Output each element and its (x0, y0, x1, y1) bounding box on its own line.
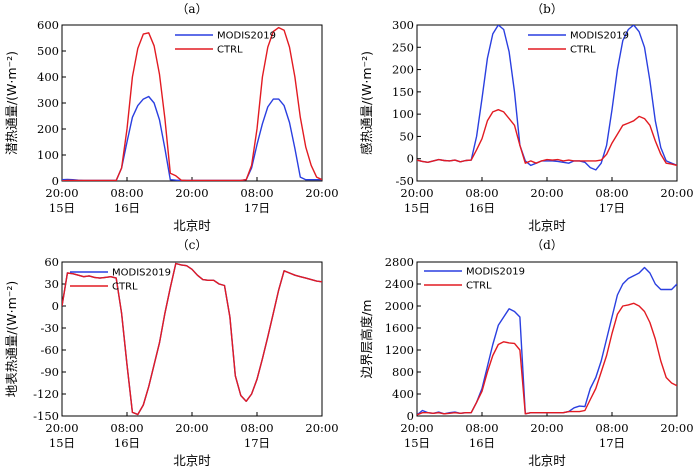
y-tick-label: 100 (37, 148, 59, 162)
x-day-label: 17日 (599, 436, 625, 450)
panel-3: （d） 0 400 800 1200 1600 2000 2400 2800 20:00 08:00… (359, 238, 694, 468)
y-tick-label: 300 (392, 18, 414, 32)
x-day-label: 17日 (599, 201, 625, 215)
x-tick-label: 08:00 (240, 421, 273, 435)
x-tick-label: 20:00 (530, 421, 563, 435)
y-tick-label: 100 (392, 107, 414, 121)
panel-label: （a） (176, 2, 207, 16)
x-tick-label: 08:00 (465, 421, 498, 435)
x-tick-label: 08:00 (110, 186, 143, 200)
legend-entry: MODIS2019 (466, 267, 525, 278)
series-line-ctrl (62, 262, 322, 416)
y-tick-label: 0 (407, 409, 414, 423)
y-tick-label: -60 (40, 343, 59, 357)
y-axis-title: 边界层高度/m (359, 300, 374, 379)
panel-label: （b） (531, 2, 563, 16)
x-tick-label: 08:00 (110, 421, 143, 435)
y-tick-label: 2400 (385, 277, 414, 291)
x-day-label: 15日 (49, 201, 75, 215)
y-tick-label: 500 (37, 44, 59, 58)
x-tick-label: 08:00 (595, 421, 628, 435)
x-day-label: 16日 (469, 436, 495, 450)
y-tick-label: 800 (392, 365, 414, 379)
x-tick-label: 20:00 (530, 186, 563, 200)
y-tick-label: 60 (44, 255, 59, 269)
legend-entry: MODIS2019 (112, 268, 171, 279)
x-day-label: 16日 (114, 201, 140, 215)
series-line-ctrl (62, 26, 322, 181)
y-axis-title: 地表热通量/(W·m⁻²) (4, 281, 19, 398)
y-tick-label: 300 (37, 96, 59, 110)
x-day-label: 16日 (114, 436, 140, 450)
legend-entry: CTRL (112, 282, 138, 293)
y-tick-label: 200 (392, 63, 414, 77)
legend-entry: MODIS2019 (217, 31, 276, 42)
x-tick-label: 20:00 (175, 421, 208, 435)
y-tick-label: 2000 (385, 299, 414, 313)
plot-frame (61, 261, 323, 417)
y-tick-label: 0 (407, 152, 414, 166)
y-axis-title: 潜热通量/(W·m⁻²) (4, 51, 19, 155)
panel-label: （c） (177, 238, 208, 252)
legend-entry: CTRL (466, 281, 492, 292)
x-tick-label: 20:00 (175, 186, 208, 200)
x-day-label: 17日 (244, 201, 270, 215)
series-line-ctrl (417, 108, 677, 167)
y-tick-label: 250 (392, 40, 414, 54)
y-tick-label: 200 (37, 122, 59, 136)
y-tick-label: 30 (44, 277, 59, 291)
x-tick-label: 20:00 (305, 421, 338, 435)
x-day-label: 15日 (404, 201, 430, 215)
x-tick-label: 20:00 (305, 186, 338, 200)
x-tick-label: 08:00 (240, 186, 273, 200)
x-tick-label: 20:00 (660, 421, 693, 435)
x-axis-title: 北京时 (528, 453, 566, 468)
x-day-label: 17日 (244, 436, 270, 450)
y-tick-label: -30 (40, 321, 59, 335)
series-line-modis2019 (417, 25, 677, 171)
x-axis-title: 北京时 (173, 218, 211, 233)
panel-2: （c） -150 -120 -90 -60 -30 0 30 60 20:00 08:00 20:00… (4, 238, 339, 468)
legend-entry: MODIS2019 (570, 31, 629, 42)
y-tick-label: -120 (33, 387, 59, 401)
x-tick-label: 20:00 (45, 186, 78, 200)
y-tick-label: 400 (392, 387, 414, 401)
y-tick-label: -50 (395, 174, 414, 188)
series-line-ctrl (417, 302, 677, 416)
x-axis-title: 北京时 (173, 453, 211, 468)
x-tick-label: 08:00 (595, 186, 628, 200)
x-tick-label: 08:00 (465, 186, 498, 200)
y-tick-label: 1600 (385, 321, 414, 335)
panel-1: （b） -50 0 50 100 150 200 250 300 20:00 08:00 20:00 0… (359, 2, 694, 233)
x-day-label: 15日 (404, 436, 430, 450)
y-tick-label: 400 (37, 70, 59, 84)
y-tick-label: 150 (392, 85, 414, 99)
series-line-modis2019 (62, 95, 322, 181)
y-tick-label: 1200 (385, 343, 414, 357)
legend-entry: CTRL (217, 45, 243, 56)
y-tick-label: 600 (37, 18, 59, 32)
panel-0: （a） 0 100 200 300 400 500 600 20:00 08:00 20:00 08:… (4, 2, 339, 233)
panel-label: （d） (531, 238, 563, 252)
legend-entry: CTRL (570, 45, 596, 56)
y-tick-label: 0 (52, 174, 59, 188)
x-day-label: 15日 (49, 436, 75, 450)
x-tick-label: 20:00 (45, 421, 78, 435)
x-tick-label: 20:00 (400, 421, 433, 435)
x-tick-label: 20:00 (660, 186, 693, 200)
y-tick-label: 2800 (385, 255, 414, 269)
x-day-label: 16日 (469, 201, 495, 215)
y-tick-label: -90 (40, 365, 59, 379)
y-tick-label: -150 (33, 409, 59, 423)
y-tick-label: 50 (399, 129, 414, 143)
y-axis-title: 感热通量/(W·m⁻²) (359, 51, 374, 155)
x-axis-title: 北京时 (528, 218, 566, 233)
y-tick-label: 0 (52, 299, 59, 313)
series-line-modis2019 (417, 266, 677, 416)
x-tick-label: 20:00 (400, 186, 433, 200)
